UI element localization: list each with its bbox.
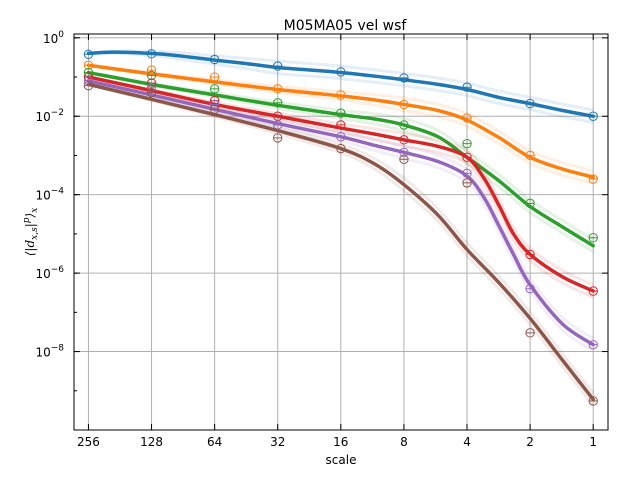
series-0-spread: [88, 49, 594, 112]
series-0-line: [86, 50, 595, 118]
y-tick-label: 10−8: [35, 344, 64, 360]
series-0: [83, 49, 598, 124]
series-4: [83, 76, 598, 352]
series-2-spread: [88, 71, 594, 254]
x-tick-label: 1: [589, 435, 597, 449]
y-tick-label: 10−6: [35, 265, 64, 281]
series-5-spread: [88, 82, 595, 395]
x-tick-label: 64: [207, 435, 222, 449]
series-4-spread: [88, 79, 595, 352]
series-3-spread: [88, 75, 594, 299]
series-3-spread: [88, 75, 594, 287]
series-4-spread: [88, 79, 595, 340]
series-5-line: [86, 82, 595, 402]
series-2: [83, 67, 598, 254]
x-axis: 256 128 64 32 16 8 4 2 1: [77, 34, 597, 449]
y-tick-label: 10−2: [35, 108, 64, 124]
chart-title: M05MA05 vel wsf: [284, 18, 408, 34]
x-tick-label: 2: [526, 435, 534, 449]
x-tick-label: 16: [333, 435, 348, 449]
series-3-line: [86, 75, 595, 293]
series-layer: [83, 49, 598, 407]
series-5-spread: [88, 82, 595, 407]
x-tick-label: 256: [77, 435, 100, 449]
x-tick-label: 8: [400, 435, 408, 449]
x-tick-label: 128: [140, 435, 163, 449]
x-axis-label: scale: [326, 453, 357, 467]
y-tick-label: 100: [43, 30, 64, 46]
y-tick-label: 10−4: [35, 187, 64, 203]
series-1-spread: [88, 63, 594, 185]
x-tick-label: 32: [270, 435, 285, 449]
series-4-line: [86, 79, 595, 347]
y-axis-label-text: ⟨|dx,s|p⟩x: [22, 208, 40, 257]
series-0-spread: [88, 51, 594, 124]
series-1: [83, 60, 598, 185]
series-3: [83, 72, 598, 299]
x-tick-label: 4: [463, 435, 471, 449]
series-5: [83, 81, 598, 407]
y-axis-label: ⟨|dx,s|p⟩x: [22, 208, 40, 257]
y-axis: 100 10−2 10−4 10−6 10−8: [35, 30, 608, 392]
